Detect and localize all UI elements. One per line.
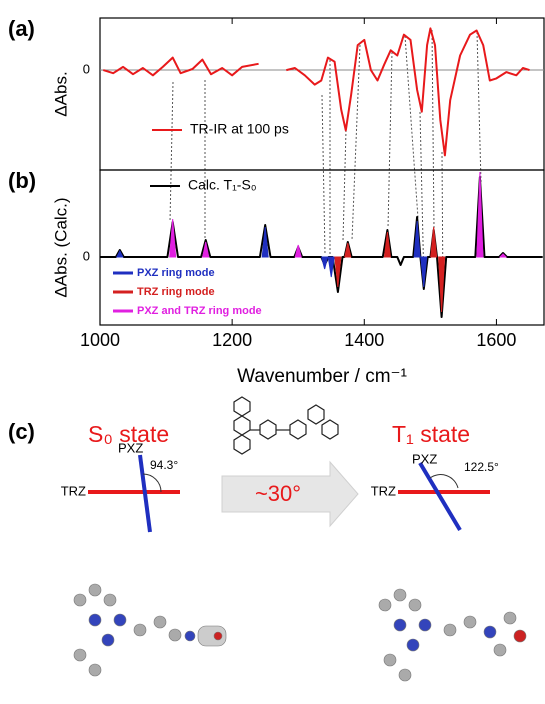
connector: [343, 130, 346, 240]
y-axis-label: ΔAbs.: [51, 71, 70, 116]
atom: [394, 619, 406, 631]
connector: [477, 32, 481, 182]
atom: [185, 631, 195, 641]
ring: [234, 397, 250, 416]
figure: (c) S₀ state T₁ state TRZ PXZ 94.3° ~30°…: [0, 0, 545, 704]
legend-label: TRZ ring mode: [137, 286, 215, 298]
atom: [104, 594, 116, 606]
atom: [134, 624, 146, 636]
ring: [234, 416, 250, 435]
atom: [102, 634, 114, 646]
angle-label: 122.5°: [464, 460, 499, 474]
connector: [405, 36, 418, 218]
atom: [394, 589, 406, 601]
x-axis-label: Wavenumber / cm⁻¹: [237, 366, 407, 387]
legend-label: PXZ ring mode: [137, 267, 215, 279]
ring: [308, 405, 324, 424]
atom: [74, 649, 86, 661]
atom: [484, 626, 496, 638]
legend-label: Calc. T₁-S₀: [188, 177, 257, 193]
atom: [419, 619, 431, 631]
trz-label: TRZ: [61, 483, 86, 498]
structure: [234, 397, 338, 454]
ring: [290, 420, 306, 439]
atom: [464, 616, 476, 628]
atom: [89, 584, 101, 596]
legend-label: PXZ and TRZ ring mode: [137, 305, 262, 317]
atom: [494, 644, 506, 656]
atom: [514, 630, 526, 642]
pxz-axis: [420, 463, 460, 530]
atom: [74, 594, 86, 606]
connector: [170, 82, 173, 222]
angle-label: 94.3°: [150, 458, 178, 472]
ring: [234, 435, 250, 454]
atom: [89, 664, 101, 676]
x-tick-label: 1000: [80, 330, 120, 350]
atom: [444, 624, 456, 636]
atom: [89, 614, 101, 626]
page: (c) S₀ state T₁ state TRZ PXZ 94.3° ~30°…: [0, 0, 545, 704]
atom: [114, 614, 126, 626]
atom: [154, 616, 166, 628]
atom: [504, 612, 516, 624]
panel-label: (c): [8, 419, 35, 444]
atom: [169, 629, 181, 641]
atom: [214, 632, 222, 640]
atom: [384, 654, 396, 666]
atom: [407, 639, 419, 651]
x-tick-label: 1400: [344, 330, 384, 350]
panel-label: (b): [8, 168, 36, 193]
atom: [379, 599, 391, 611]
connector: [322, 95, 325, 254]
trz-label: TRZ: [371, 483, 396, 498]
model-t1: [379, 589, 526, 681]
x-tick-label: 1200: [212, 330, 252, 350]
x-tick-label: 1600: [476, 330, 516, 350]
atom: [399, 669, 411, 681]
state-title: T₁ state: [392, 421, 470, 447]
pxz-label: PXZ: [118, 440, 143, 455]
mode-peak: [322, 257, 328, 269]
legend-label: TR-IR at 100 ps: [190, 121, 289, 137]
ring: [322, 420, 338, 439]
panel-label: (a): [8, 16, 35, 41]
y-tick-label: 0: [83, 61, 90, 76]
connector: [388, 52, 392, 228]
connector: [432, 30, 434, 228]
ring: [260, 420, 276, 439]
twist-label: ~30°: [255, 481, 301, 506]
y-tick-label: 0: [83, 248, 90, 263]
spectrum-line: [103, 28, 529, 155]
pxz-label: PXZ: [412, 451, 437, 466]
model-s0: [74, 584, 226, 676]
y-axis-label: ΔAbs. (Calc.): [51, 197, 70, 297]
atom: [409, 599, 421, 611]
